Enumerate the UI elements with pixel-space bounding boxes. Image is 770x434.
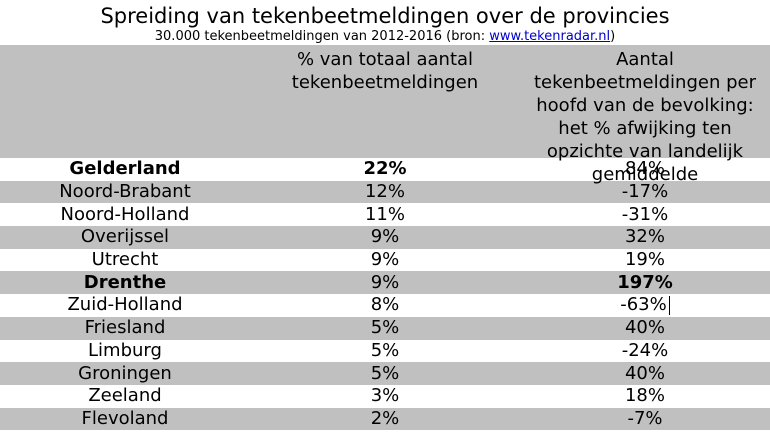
province-cell: Flevoland xyxy=(81,407,169,429)
table-row: Flevoland 2% -7% xyxy=(0,407,770,431)
deviation-cell: 19% xyxy=(624,249,665,271)
percentage-cell: 8% xyxy=(370,294,400,316)
table-row: Noord-Brabant 12% -17% xyxy=(0,180,770,204)
table-row: Zuid-Holland 8% -63% xyxy=(0,294,770,317)
province-cell: Noord-Holland xyxy=(60,203,190,225)
percentage-cell: 3% xyxy=(370,385,400,407)
deviation-cell: -24% xyxy=(621,339,669,361)
header-percentage: % van totaal aantal tekenbeetmeldingen xyxy=(291,49,479,93)
page-title: Spreiding van tekenbeetmeldingen over de… xyxy=(100,4,670,28)
province-cell: Zuid-Holland xyxy=(67,294,183,316)
province-table: % van totaal aantal tekenbeetmeldingen A… xyxy=(0,45,770,431)
table-row: Groningen 5% 40% xyxy=(0,362,770,385)
deviation-cell: -17% xyxy=(621,181,669,203)
percentage-cell: 9% xyxy=(370,226,400,248)
table-row: Utrecht 9% 19% xyxy=(0,248,770,272)
province-cell: Utrecht xyxy=(91,249,159,271)
subtitle-close: ) xyxy=(610,29,616,44)
province-cell: Limburg xyxy=(88,339,162,361)
deviation-cell: 40% xyxy=(624,317,665,339)
percentage-cell: 5% xyxy=(370,339,400,361)
table-row: Gelderland 22% 84% xyxy=(0,158,770,181)
deviation-cell: -31% xyxy=(621,203,669,225)
table-row: Friesland 5% 40% xyxy=(0,316,770,340)
table-row: Drenthe 9% 197% xyxy=(0,271,770,295)
province-cell: Zeeland xyxy=(88,385,162,407)
deviation-cell: 40% xyxy=(624,362,665,384)
table-row: Noord-Holland 11% -31% xyxy=(0,203,770,227)
percentage-cell: 9% xyxy=(370,249,400,271)
table-row: Zeeland 3% 18% xyxy=(0,384,770,408)
deviation-cell: 197% xyxy=(617,271,673,293)
percentage-cell: 12% xyxy=(364,181,405,203)
province-cell: Groningen xyxy=(78,362,172,384)
text-cursor xyxy=(668,295,670,315)
deviation-cell: 18% xyxy=(624,385,665,407)
subtitle: 30.000 tekenbeetmeldingen van 2012-2016 … xyxy=(0,29,770,44)
deviation-value: -63% xyxy=(620,294,667,316)
subtitle-text: 30.000 tekenbeetmeldingen van 2012-2016 … xyxy=(154,29,490,44)
table-row: Overijssel 9% 32% xyxy=(0,226,770,249)
province-cell: Drenthe xyxy=(83,271,167,293)
deviation-cell-editing[interactable]: -63% xyxy=(520,294,770,316)
table-body: Gelderland 22% 84% Noord-Brabant 12% -17… xyxy=(0,158,770,431)
percentage-cell: 5% xyxy=(370,362,400,384)
percentage-cell: 5% xyxy=(370,317,400,339)
header-province xyxy=(0,45,250,158)
percentage-cell: 2% xyxy=(370,407,400,429)
province-cell: Friesland xyxy=(84,317,166,339)
source-link[interactable]: www.tekenradar.nl xyxy=(489,29,611,44)
header-deviation: Aantal tekenbeetmeldingen per hoofd van … xyxy=(533,49,756,185)
percentage-cell: 22% xyxy=(363,158,407,180)
table-header: % van totaal aantal tekenbeetmeldingen A… xyxy=(0,45,770,185)
percentage-cell: 11% xyxy=(364,203,405,225)
deviation-cell: -7% xyxy=(627,407,663,429)
deviation-cell: 84% xyxy=(624,158,665,180)
table-row: Limburg 5% -24% xyxy=(0,339,770,363)
percentage-cell: 9% xyxy=(370,271,400,293)
deviation-cell: 32% xyxy=(624,226,665,248)
province-cell: Overijssel xyxy=(80,226,170,248)
province-cell: Gelderland xyxy=(69,158,181,180)
province-cell: Noord-Brabant xyxy=(59,181,191,203)
